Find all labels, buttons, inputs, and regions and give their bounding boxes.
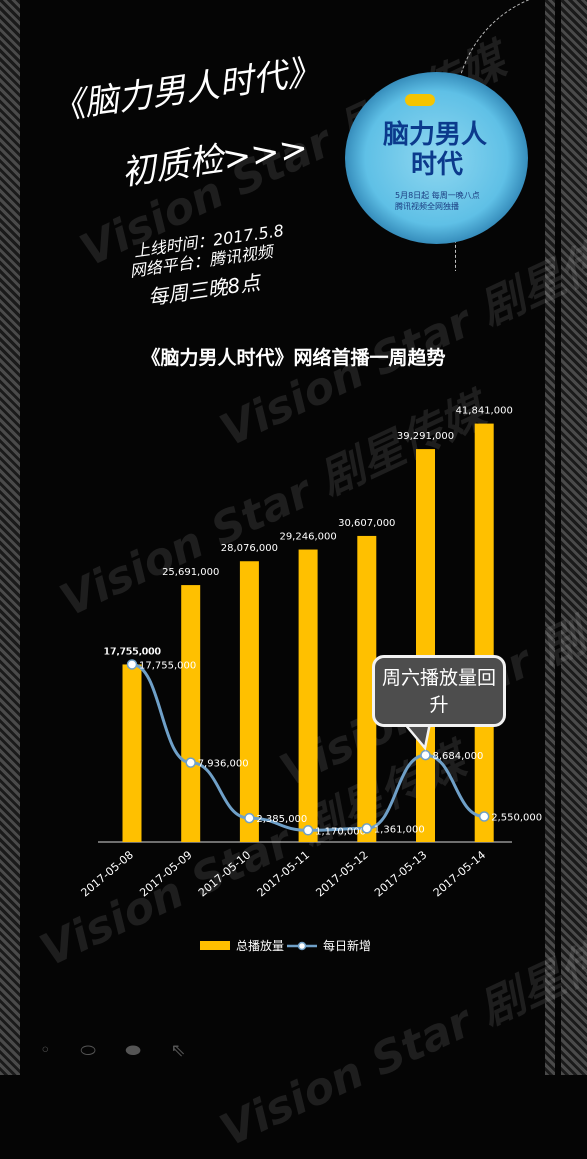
legend-label-total: 总播放量 [236, 939, 285, 953]
point-daily [244, 812, 255, 824]
bottom-toolbar-icons: ◦ ⬭ ⬬ ⇖ [40, 1040, 198, 1061]
bar-label: 28,076,000 [221, 543, 278, 554]
point-label: 1,361,000 [374, 824, 425, 835]
point-daily [185, 757, 196, 768]
bar-label: 17,755,000 [103, 646, 160, 657]
bar-label: 25,691,000 [162, 567, 219, 578]
point-daily [126, 659, 138, 670]
point-label: 2,385,000 [256, 814, 307, 825]
legend-item-daily: 每日新增 [287, 937, 371, 954]
point-label: 17,755,000 [139, 660, 196, 671]
legend-swatch-bar [200, 941, 230, 950]
point-label: 2,550,000 [491, 813, 542, 824]
poster-title: 脑力男人 时代 [383, 120, 487, 180]
x-tick-label: 2017-05-09 [137, 848, 194, 899]
x-tick-label: 2017-05-13 [372, 848, 429, 899]
bar-label: 30,607,000 [338, 518, 395, 529]
point-daily [361, 823, 373, 834]
legend-label-daily: 每日新增 [323, 939, 372, 953]
chart-title: 《脑力男人时代》网络首播一周趋势 [141, 347, 446, 369]
x-tick-label: 2017-05-11 [255, 848, 312, 899]
bar-total [239, 561, 259, 842]
show-poster: 脑力男人 时代 5月8日起 每周一晚八点 腾讯视频全网独播 [345, 72, 528, 244]
right-inner-stripe [545, 0, 555, 1075]
x-tick-label: 2017-05-12 [313, 848, 370, 899]
legend-swatch-line [287, 941, 317, 950]
poster-subtitle: 5月8日起 每周一晚八点 腾讯视频全网独播 [395, 191, 480, 211]
point-label: 8,684,000 [433, 751, 484, 762]
bar-total [474, 423, 494, 842]
legend-item-total: 总播放量 [200, 937, 284, 954]
bar-total [122, 664, 142, 842]
bar-label: 41,841,000 [456, 406, 513, 417]
poster-title-line2: 时代 [411, 150, 464, 180]
point-daily [302, 825, 314, 836]
bar-label: 39,291,000 [397, 431, 454, 442]
point-label: 7,936,000 [198, 759, 249, 770]
bar-total [357, 535, 377, 842]
x-tick-label: 2017-05-08 [79, 848, 136, 899]
left-border-stripe [0, 0, 20, 1075]
bar-total [416, 449, 435, 842]
poster-badge [405, 94, 435, 106]
point-daily [420, 749, 431, 761]
bar-label: 29,246,000 [279, 532, 336, 543]
poster-title-line1: 脑力男人 [383, 120, 488, 150]
first-total-label-duplicate: 17,755,000 [104, 646, 161, 657]
x-tick-label: 2017-05-14 [431, 848, 488, 899]
bar-total [298, 549, 318, 842]
x-tick-label: 2017-05-10 [196, 848, 253, 899]
annotation-callout: 周六播放量回升 [372, 655, 506, 727]
trend-chart: 17,755,000 2017-05-08 25,691,000 2017-05-09… [79, 406, 543, 900]
bar-total [181, 585, 201, 842]
point-label: 1,170,000 [315, 826, 366, 837]
point-daily [478, 811, 490, 822]
